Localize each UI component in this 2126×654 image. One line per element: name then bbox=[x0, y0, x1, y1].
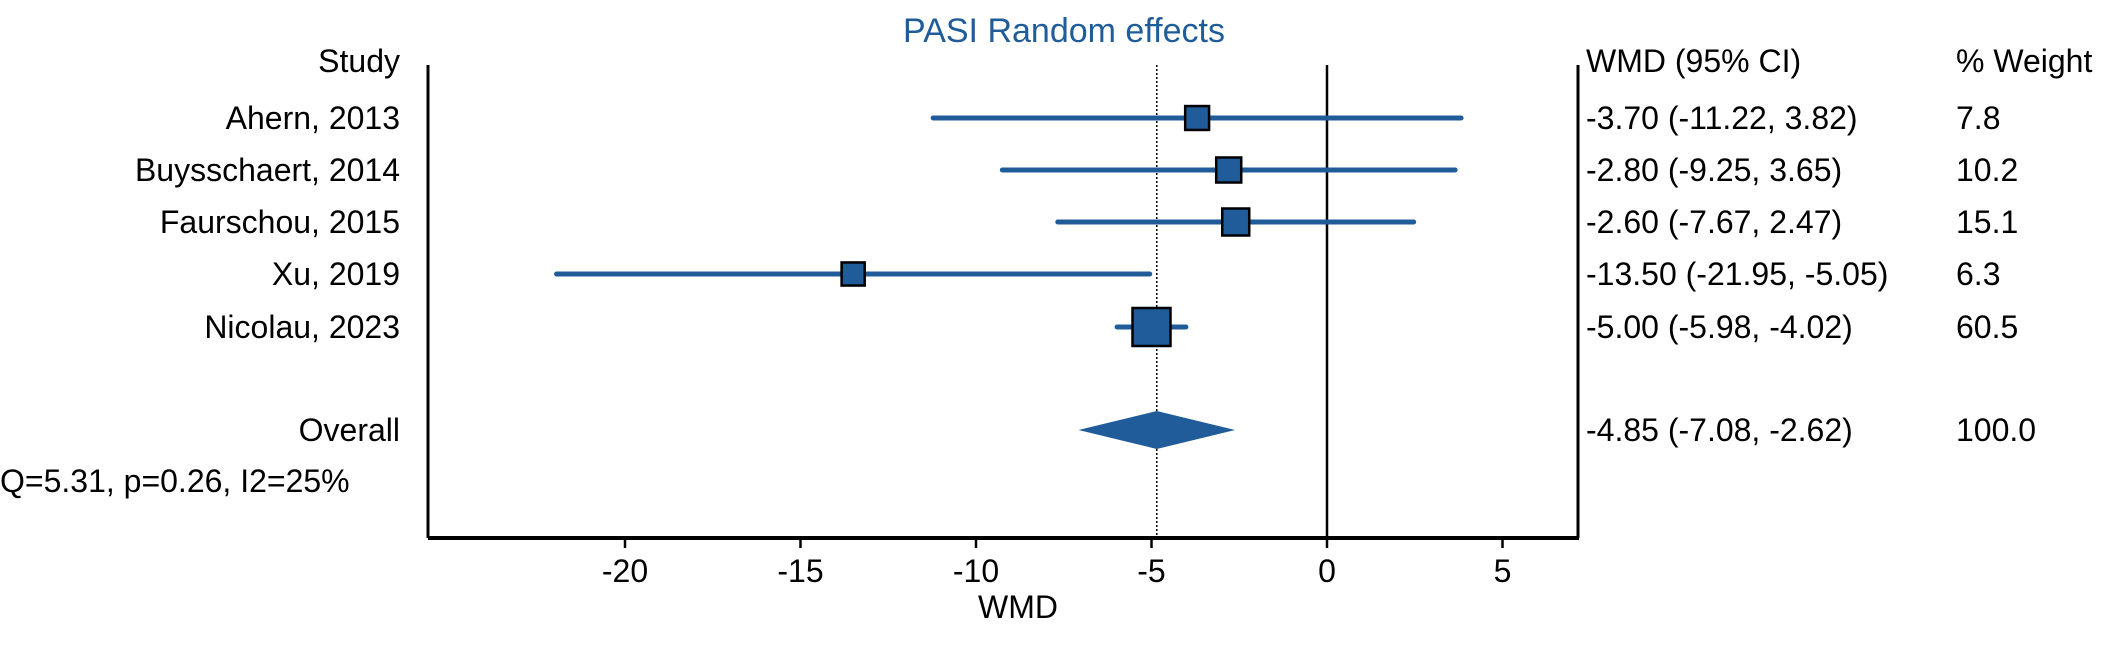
study-label: Buysschaert, 2014 bbox=[135, 152, 400, 188]
study-weight-text: 7.8 bbox=[1956, 100, 2000, 136]
study-weight-text: 60.5 bbox=[1956, 309, 2018, 345]
study-effect-text: -5.00 (-5.98, -4.02) bbox=[1586, 309, 1853, 345]
header-study: Study bbox=[318, 43, 400, 79]
x-tick-label: -20 bbox=[602, 553, 648, 589]
study-weight-text: 6.3 bbox=[1956, 256, 2000, 292]
x-tick-label: -15 bbox=[777, 553, 823, 589]
study-effect-text: -13.50 (-21.95, -5.05) bbox=[1586, 256, 1888, 292]
x-tick-label: -10 bbox=[953, 553, 999, 589]
study-marker bbox=[1214, 156, 1243, 184]
overall-weight-text: 100.0 bbox=[1956, 412, 2036, 448]
heterogeneity-text: Q=5.31, p=0.26, I2=25% bbox=[0, 463, 350, 499]
header-effect: WMD (95% CI) bbox=[1586, 43, 1801, 79]
study-effect-text: -3.70 (-11.22, 3.82) bbox=[1586, 100, 1858, 136]
overall-effect-text: -4.85 (-7.08, -2.62) bbox=[1586, 412, 1853, 448]
study-label: Faurschou, 2015 bbox=[160, 204, 400, 240]
study-marker bbox=[840, 261, 866, 287]
study-weight-text: 10.2 bbox=[1956, 152, 2018, 188]
study-label: Nicolau, 2023 bbox=[204, 309, 400, 345]
study-label: Xu, 2019 bbox=[272, 256, 400, 292]
study-effect-text: -2.60 (-7.67, 2.47) bbox=[1586, 204, 1842, 240]
study-marker bbox=[1131, 306, 1172, 348]
header-weight: % Weight bbox=[1956, 43, 2092, 79]
overall-label: Overall bbox=[299, 412, 400, 448]
x-axis-label: WMD bbox=[978, 589, 1058, 625]
overall-diamond bbox=[1078, 411, 1236, 449]
study-effect-text: -2.80 (-9.25, 3.65) bbox=[1586, 152, 1842, 188]
study-marker bbox=[1183, 104, 1211, 132]
study-label: Ahern, 2013 bbox=[226, 100, 400, 136]
x-tick-label: 5 bbox=[1494, 553, 1512, 589]
study-weight-text: 15.1 bbox=[1956, 204, 2018, 240]
chart-title: PASI Random effects bbox=[903, 12, 1225, 50]
x-tick-label: -5 bbox=[1137, 553, 1165, 589]
study-marker bbox=[1220, 207, 1251, 237]
x-tick-label: 0 bbox=[1318, 553, 1336, 589]
